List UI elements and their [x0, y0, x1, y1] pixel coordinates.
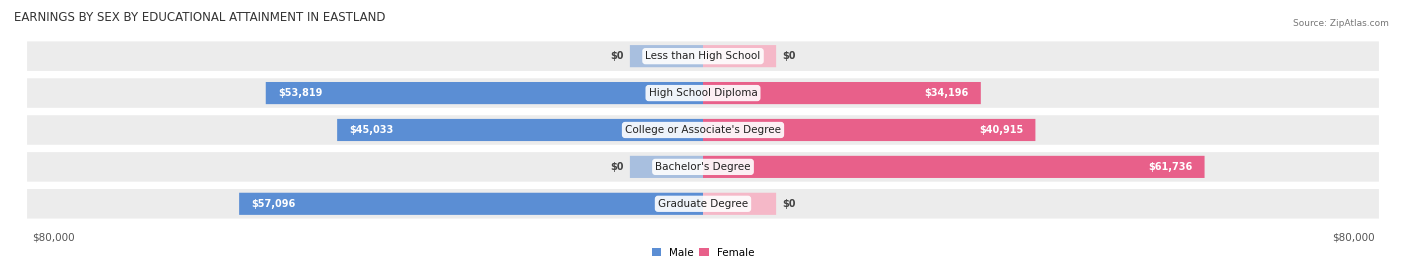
FancyBboxPatch shape	[337, 119, 703, 141]
FancyBboxPatch shape	[266, 82, 703, 104]
FancyBboxPatch shape	[630, 45, 703, 67]
Text: EARNINGS BY SEX BY EDUCATIONAL ATTAINMENT IN EASTLAND: EARNINGS BY SEX BY EDUCATIONAL ATTAINMEN…	[14, 11, 385, 24]
Text: $0: $0	[783, 51, 796, 61]
Text: $0: $0	[610, 162, 623, 172]
Text: College or Associate's Degree: College or Associate's Degree	[626, 125, 780, 135]
FancyBboxPatch shape	[703, 119, 1035, 141]
Text: $45,033: $45,033	[349, 125, 394, 135]
Text: $0: $0	[783, 199, 796, 209]
FancyBboxPatch shape	[630, 156, 703, 178]
Text: High School Diploma: High School Diploma	[648, 88, 758, 98]
Text: Bachelor's Degree: Bachelor's Degree	[655, 162, 751, 172]
FancyBboxPatch shape	[703, 82, 981, 104]
Text: $34,196: $34,196	[924, 88, 969, 98]
FancyBboxPatch shape	[27, 78, 1379, 108]
Text: Less than High School: Less than High School	[645, 51, 761, 61]
FancyBboxPatch shape	[27, 152, 1379, 182]
FancyBboxPatch shape	[703, 156, 1205, 178]
Text: $61,736: $61,736	[1149, 162, 1192, 172]
FancyBboxPatch shape	[27, 115, 1379, 145]
Legend: Male, Female: Male, Female	[651, 248, 755, 258]
FancyBboxPatch shape	[703, 45, 776, 67]
Text: $53,819: $53,819	[278, 88, 322, 98]
FancyBboxPatch shape	[239, 193, 703, 215]
FancyBboxPatch shape	[703, 193, 776, 215]
Text: Source: ZipAtlas.com: Source: ZipAtlas.com	[1294, 19, 1389, 28]
Text: $57,096: $57,096	[252, 199, 295, 209]
Text: $40,915: $40,915	[979, 125, 1024, 135]
Text: Graduate Degree: Graduate Degree	[658, 199, 748, 209]
FancyBboxPatch shape	[27, 189, 1379, 219]
FancyBboxPatch shape	[27, 41, 1379, 71]
Text: $0: $0	[610, 51, 623, 61]
